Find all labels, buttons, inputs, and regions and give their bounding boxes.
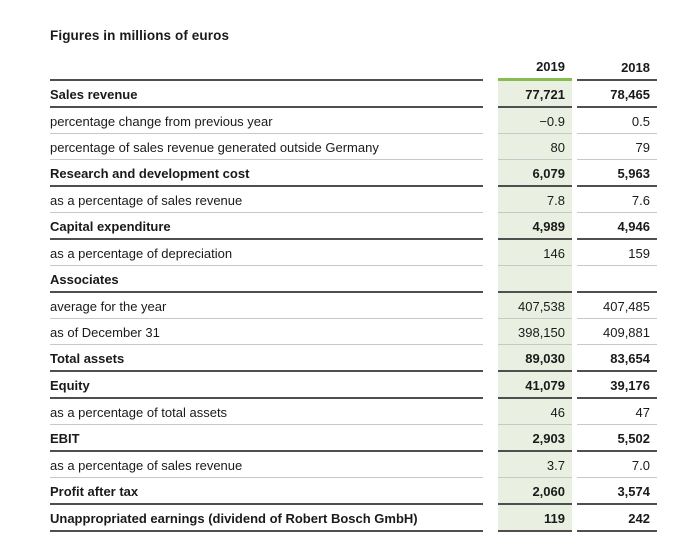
column-gap xyxy=(483,160,498,187)
value-2019: 2,903 xyxy=(498,425,572,452)
column-gap xyxy=(483,399,498,425)
value-2018: 0.5 xyxy=(577,108,657,134)
value-2019: −0.9 xyxy=(498,108,572,134)
value-2018: 242 xyxy=(577,505,657,532)
value-2019: 4,989 xyxy=(498,213,572,240)
value-2018: 407,485 xyxy=(577,293,657,319)
table-row: Profit after tax 2,060 3,574 xyxy=(50,478,657,505)
row-label: average for the year xyxy=(50,293,483,319)
row-label: percentage of sales revenue generated ou… xyxy=(50,134,483,160)
column-header-2019: 2019 xyxy=(498,56,572,81)
value-2019: 41,079 xyxy=(498,372,572,399)
table-row: as of December 31 398,150 409,881 xyxy=(50,319,657,345)
column-gap xyxy=(483,187,498,213)
row-label: Research and development cost xyxy=(50,160,483,187)
row-label: Equity xyxy=(50,372,483,399)
row-label: Sales revenue xyxy=(50,81,483,108)
table-body: Sales revenue 77,721 78,465 percentage chan… xyxy=(50,81,657,532)
column-gap xyxy=(483,240,498,266)
table-row: Sales revenue 77,721 78,465 xyxy=(50,81,657,108)
value-2019: 6,079 xyxy=(498,160,572,187)
header-row: 2019 2018 xyxy=(50,56,657,81)
value-2019: 46 xyxy=(498,399,572,425)
row-label: Profit after tax xyxy=(50,478,483,505)
table-row: EBIT 2,903 5,502 xyxy=(50,425,657,452)
value-2018: 7.0 xyxy=(577,452,657,478)
row-label: EBIT xyxy=(50,425,483,452)
column-gap xyxy=(483,345,498,372)
row-label: Unappropriated earnings (dividend of Rob… xyxy=(50,505,483,532)
row-label: as of December 31 xyxy=(50,319,483,345)
table-row: percentage change from previous year −0.9… xyxy=(50,108,657,134)
value-2018: 7.6 xyxy=(577,187,657,213)
column-gap xyxy=(483,319,498,345)
column-gap xyxy=(483,505,498,532)
value-2019: 2,060 xyxy=(498,478,572,505)
value-2018: 159 xyxy=(577,240,657,266)
value-2019: 3.7 xyxy=(498,452,572,478)
value-2019: 7.8 xyxy=(498,187,572,213)
column-gap xyxy=(483,293,498,319)
row-label: as a percentage of sales revenue xyxy=(50,452,483,478)
row-label: percentage change from previous year xyxy=(50,108,483,134)
value-2019: 146 xyxy=(498,240,572,266)
value-2018: 5,502 xyxy=(577,425,657,452)
value-2018: 4,946 xyxy=(577,213,657,240)
table-row: Research and development cost 6,079 5,963 xyxy=(50,160,657,187)
row-label: Total assets xyxy=(50,345,483,372)
table-row: average for the year 407,538 407,485 xyxy=(50,293,657,319)
row-label: as a percentage of total assets xyxy=(50,399,483,425)
table-row: Unappropriated earnings (dividend of Rob… xyxy=(50,505,657,532)
column-gap xyxy=(483,372,498,399)
table-row: Associates xyxy=(50,266,657,293)
column-gap xyxy=(483,266,498,293)
row-label: as a percentage of depreciation xyxy=(50,240,483,266)
column-gap xyxy=(483,213,498,240)
value-2019: 80 xyxy=(498,134,572,160)
column-gap xyxy=(483,478,498,505)
value-2019 xyxy=(498,266,572,293)
value-2019: 89,030 xyxy=(498,345,572,372)
table-row: percentage of sales revenue generated ou… xyxy=(50,134,657,160)
column-gap xyxy=(483,56,498,81)
value-2019: 407,538 xyxy=(498,293,572,319)
value-2018: 39,176 xyxy=(577,372,657,399)
table-row: Capital expenditure 4,989 4,946 xyxy=(50,213,657,240)
value-2018: 79 xyxy=(577,134,657,160)
table-row: as a percentage of total assets 46 47 xyxy=(50,399,657,425)
table-row: as a percentage of sales revenue 7.8 7.6 xyxy=(50,187,657,213)
row-label: as a percentage of sales revenue xyxy=(50,187,483,213)
value-2018: 83,654 xyxy=(577,345,657,372)
row-label: Associates xyxy=(50,266,483,293)
value-2019: 398,150 xyxy=(498,319,572,345)
value-2018: 409,881 xyxy=(577,319,657,345)
column-gap xyxy=(483,134,498,160)
value-2018: 5,963 xyxy=(577,160,657,187)
row-label: Capital expenditure xyxy=(50,213,483,240)
table-row: Equity 41,079 39,176 xyxy=(50,372,657,399)
table-row: as a percentage of depreciation 146 159 xyxy=(50,240,657,266)
value-2018 xyxy=(577,266,657,293)
table-title: Figures in millions of euros xyxy=(50,28,230,43)
report-page: Figures in millions of euros 2019 2018 S… xyxy=(50,28,657,532)
table-row: Total assets 89,030 83,654 xyxy=(50,345,657,372)
value-2019: 77,721 xyxy=(498,81,572,108)
value-2019: 119 xyxy=(498,505,572,532)
column-header-2018: 2018 xyxy=(577,56,657,81)
value-2018: 78,465 xyxy=(577,81,657,108)
column-gap xyxy=(483,108,498,134)
value-2018: 47 xyxy=(577,399,657,425)
header-label-cell xyxy=(50,56,483,81)
column-gap xyxy=(483,81,498,108)
value-2018: 3,574 xyxy=(577,478,657,505)
column-gap xyxy=(483,452,498,478)
column-gap xyxy=(483,425,498,452)
table-row: as a percentage of sales revenue 3.7 7.0 xyxy=(50,452,657,478)
financial-figures-table: 2019 2018 Sales revenue 77,721 78,465 perce… xyxy=(50,56,657,532)
